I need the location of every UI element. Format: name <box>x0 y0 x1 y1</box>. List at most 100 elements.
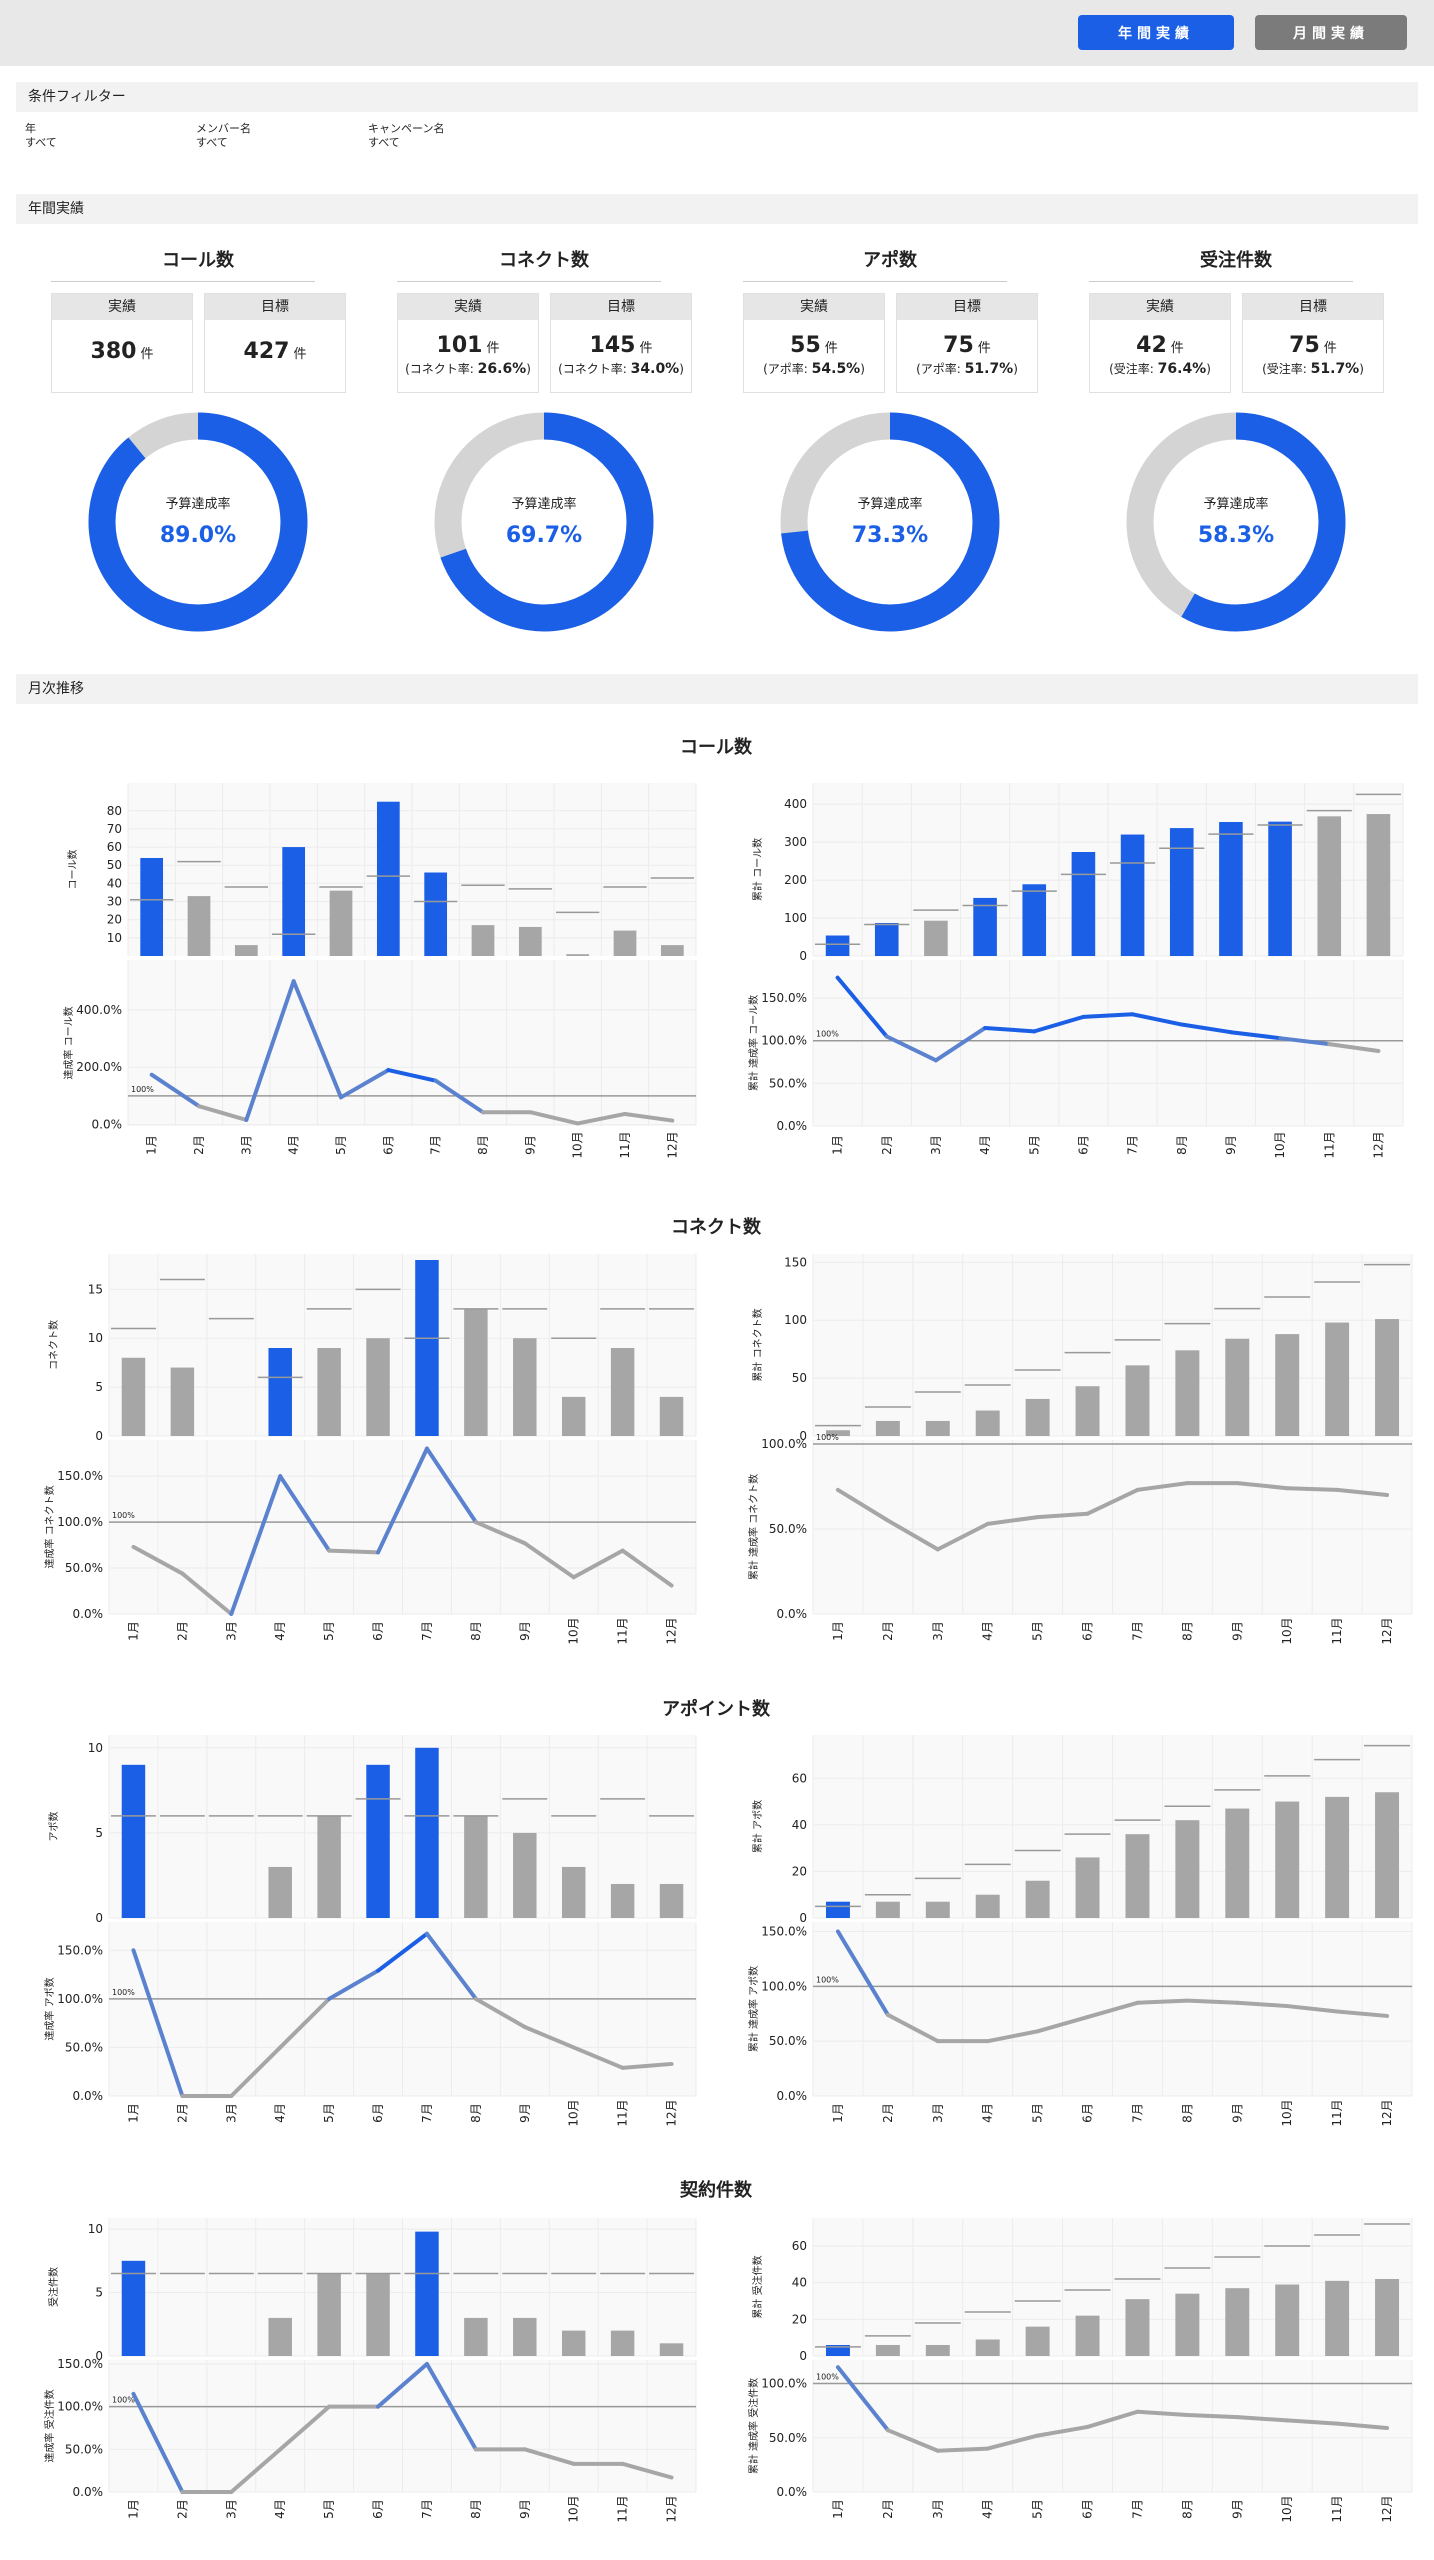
annual-section-header: 年間実績 <box>16 194 1418 224</box>
rate-tick-label: 100.0% <box>761 1979 807 1993</box>
y-tick-label: 300 <box>784 835 807 849</box>
rate-axis-label: 達成率 受注件数 <box>43 2389 56 2462</box>
rate-line-segment <box>1130 1012 1184 1027</box>
filter-year[interactable]: 年 すべて <box>25 122 57 150</box>
top-bar: 年間実績 月間実績 <box>0 0 1434 66</box>
x-tick-label: 6月 <box>371 2103 385 2123</box>
donut-progress <box>780 412 1000 632</box>
rate-line-segment <box>522 2447 576 2466</box>
x-tick-label: 7月 <box>1130 1621 1144 1641</box>
x-tick-label: 2月 <box>880 1135 894 1155</box>
rate-line-segment <box>1285 2004 1340 2014</box>
rate-line-segment <box>1035 2015 1090 2034</box>
rate-line-segment <box>884 1034 938 1063</box>
x-tick-label: 1月 <box>831 2103 845 2123</box>
rate-line-segment <box>885 1518 940 1552</box>
rate-line-segment <box>473 1996 527 2030</box>
bar <box>1275 2284 1300 2356</box>
x-tick-label: 9月 <box>518 2499 532 2519</box>
rate-line-segment <box>229 2447 283 2494</box>
rate-line-segment <box>620 2061 674 2070</box>
rate-tick-label: 200.0% <box>76 1060 122 1074</box>
x-tick-label: 10月 <box>1280 2099 1294 2126</box>
bar <box>329 890 353 956</box>
y-tick-label: 0 <box>799 2349 807 2363</box>
bar <box>1375 1319 1400 1436</box>
rate-axis-label: 累計 達成率 コール数 <box>747 995 760 1091</box>
rate-line-segment <box>1179 1022 1233 1035</box>
rate-line-segment <box>327 1548 381 1555</box>
bar <box>659 2343 684 2356</box>
y-tick-label: 60 <box>792 2239 807 2253</box>
y-tick-label: 0 <box>799 1429 807 1443</box>
bar <box>1366 814 1391 956</box>
donut-label: 予算達成率 <box>165 496 230 512</box>
filter-label: 年 <box>25 122 36 135</box>
kpi-actual-value: 101 件 <box>436 333 500 358</box>
rate-tick-label: 400.0% <box>76 1003 122 1017</box>
achievement-donut: 予算達成率 58.3% <box>1126 412 1346 632</box>
kpi-target-box: 目標 145 件 (コネクト率: 34.0%) <box>550 293 692 393</box>
x-tick-label: 11月 <box>1330 2495 1344 2522</box>
x-tick-label: 3月 <box>931 1621 945 1641</box>
rate-line-segment <box>935 2446 990 2453</box>
chart-title: コネクト数 <box>671 1217 761 1238</box>
annual-results-button[interactable]: 年間実績 <box>1078 15 1234 50</box>
bar <box>825 2345 850 2356</box>
x-tick-label: 8月 <box>476 1135 490 1155</box>
kpi-actual-rate: (アポ率: 54.5%) <box>763 361 865 377</box>
rate-axis-label: 累計 達成率 アポ数 <box>747 1966 760 2052</box>
x-tick-label: 4月 <box>273 2499 287 2519</box>
kpi-actual-label: 実績 <box>398 294 538 320</box>
y-tick-label: 40 <box>792 1818 807 1832</box>
bar <box>1025 1398 1050 1436</box>
rate-line-segment <box>623 1111 675 1123</box>
chart-title: コール数 <box>680 737 752 758</box>
bar <box>613 930 637 956</box>
bar <box>561 2330 586 2356</box>
kpi-target-value: 145 件 <box>589 333 653 358</box>
rate-axis-label: 累計 達成率 コネクト数 <box>747 1474 760 1580</box>
rate-line-segment <box>1035 1511 1090 1520</box>
kpi-actual-value: 380 件 <box>90 339 154 364</box>
x-tick-label: 3月 <box>931 2103 945 2123</box>
x-tick-label: 2月 <box>192 1135 206 1155</box>
filter-campaign[interactable]: キャンペーン名 すべて <box>368 122 444 150</box>
x-tick-label: 10月 <box>567 1617 581 1644</box>
rate-line-segment <box>985 2433 1040 2451</box>
rate-line-segment <box>197 1104 249 1122</box>
kpi-target-box: 目標 75 件 (受注率: 51.7%) <box>1242 293 1384 393</box>
bar <box>925 1901 950 1918</box>
rate-line-segment <box>278 1474 332 1553</box>
rate-axis-label: 累計 達成率 受注件数 <box>747 2378 760 2474</box>
bar <box>925 1420 950 1436</box>
rate-line-segment <box>278 2404 332 2452</box>
kpi-target-box: 目標 427 件 <box>204 293 346 393</box>
rate-axis-label: 達成率 コネクト数 <box>43 1485 56 1568</box>
rate-line-segment <box>885 2012 940 2044</box>
x-tick-label: 7月 <box>420 2103 434 2123</box>
x-tick-label: 10月 <box>567 2495 581 2522</box>
x-tick-label: 11月 <box>616 1617 630 1644</box>
x-tick-label: 5月 <box>1031 2499 1045 2519</box>
rate-line-segment <box>1135 1481 1190 1492</box>
donut-rate: 73.3% <box>852 523 928 548</box>
filter-value: すべて <box>368 136 400 149</box>
kpi-actual-box: 実績 101 件 (コネクト率: 26.6%) <box>397 293 539 393</box>
rate-line-segment <box>376 1446 429 1555</box>
monthly-results-button[interactable]: 月間実績 <box>1255 15 1407 50</box>
kpi-actual-box: 実績 55 件 (アポ率: 54.5%) <box>743 293 885 393</box>
x-tick-label: 12月 <box>1380 1617 1394 1644</box>
rate-line-segment <box>522 1541 576 1580</box>
bar <box>825 1901 850 1918</box>
bar <box>825 935 850 956</box>
bar <box>366 1338 390 1436</box>
filter-member[interactable]: メンバー名 すべて <box>196 122 251 150</box>
x-tick-label: 7月 <box>1130 2499 1144 2519</box>
y-axis-label: 累計 アポ数 <box>751 1800 764 1853</box>
x-tick-label: 6月 <box>1081 1621 1095 1641</box>
y-tick-label: 60 <box>792 1771 807 1785</box>
rate-tick-label: 150.0% <box>761 1924 807 1938</box>
bar <box>464 1815 488 1918</box>
bar <box>317 2273 341 2356</box>
